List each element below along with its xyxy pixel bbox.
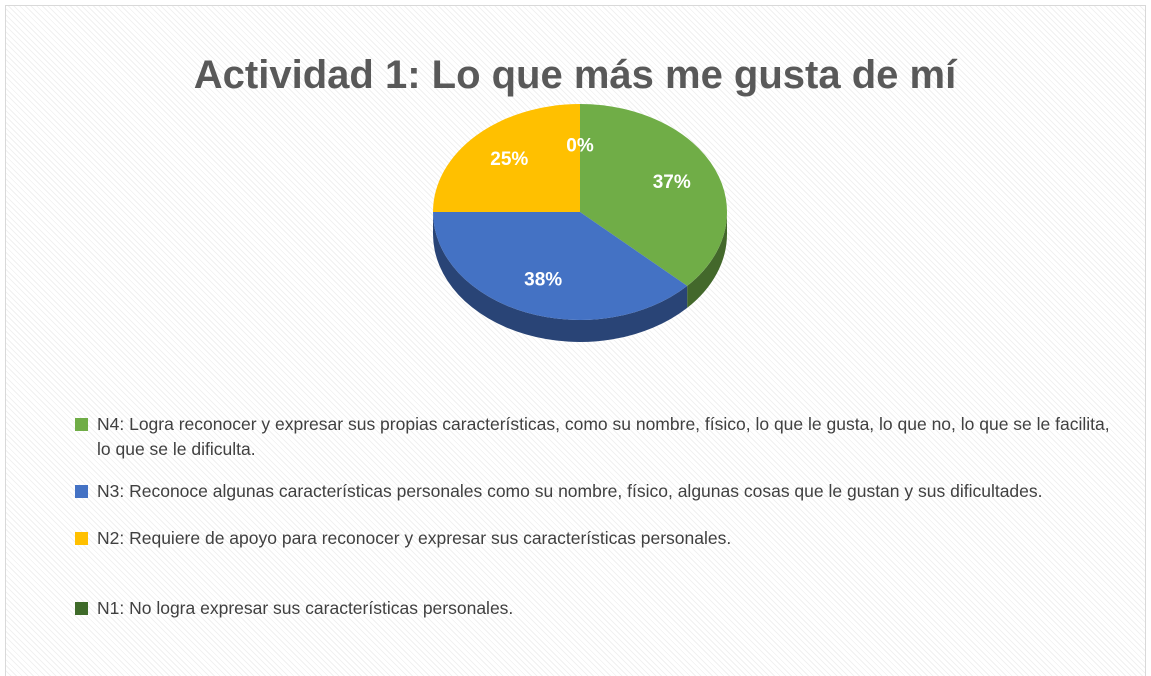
legend-swatch: [75, 485, 88, 498]
slice-side: [433, 212, 688, 342]
legend-label: N3: Reconoce algunas características per…: [97, 481, 1043, 501]
legend-swatch: [75, 418, 88, 431]
legend-label: N4: Logra reconocer y expresar sus propi…: [97, 414, 1110, 459]
data-label: 38%: [524, 269, 562, 290]
legend-label: N1: No logra expresar sus característica…: [97, 598, 514, 618]
slice: [433, 212, 688, 320]
legend-item: N1: No logra expresar sus característica…: [75, 596, 1115, 621]
data-label: 37%: [653, 172, 691, 193]
slice-side: [687, 212, 727, 308]
legend-swatch: [75, 532, 88, 545]
legend: N4: Logra reconocer y expresar sus propi…: [75, 412, 1115, 621]
legend-swatch: [75, 602, 88, 615]
legend-label: N2: Requiere de apoyo para reconocer y e…: [97, 528, 732, 548]
legend-item: N2: Requiere de apoyo para reconocer y e…: [75, 526, 1115, 551]
slice: [580, 104, 727, 286]
slice: [433, 104, 580, 212]
legend-item: N4: Logra reconocer y expresar sus propi…: [75, 412, 1115, 462]
data-label: 0%: [566, 136, 594, 157]
legend-item: N3: Reconoce algunas características per…: [75, 479, 1115, 504]
chart-title: Actividad 1: Lo que más me gusta de mí: [194, 53, 958, 97]
data-label: 25%: [490, 149, 528, 170]
